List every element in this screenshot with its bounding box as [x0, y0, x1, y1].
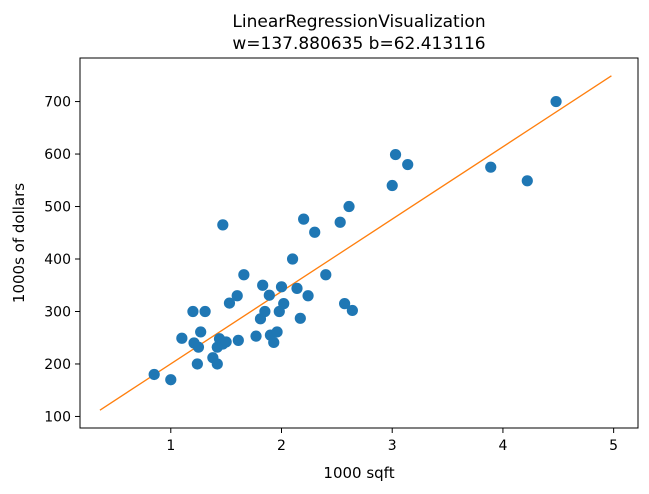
data-point	[275, 281, 288, 293]
data-point	[298, 213, 310, 225]
data-point	[302, 290, 314, 302]
data-point	[148, 368, 160, 381]
y-tick-label: 400	[44, 252, 71, 268]
data-point	[334, 216, 346, 228]
data-point	[278, 298, 290, 310]
data-point	[238, 269, 250, 281]
data-point	[294, 312, 306, 324]
x-tick-label: 3	[388, 438, 397, 454]
data-point	[191, 358, 203, 370]
ticks-layer: 1 2 3 4 5 100 200 300 400 500 600 700	[44, 95, 618, 454]
data-point	[257, 279, 269, 291]
y-axis-label: 1000s of dollars	[10, 183, 28, 303]
y-tick-label: 200	[44, 357, 71, 373]
x-tick-label: 5	[609, 438, 618, 454]
y-tick-label: 600	[44, 147, 71, 163]
regression-line	[99, 75, 612, 411]
data-point	[199, 305, 211, 318]
data-point	[402, 158, 414, 171]
data-point	[271, 326, 283, 338]
data-point	[343, 200, 355, 213]
data-point	[521, 175, 533, 187]
data-point	[232, 334, 244, 346]
data-point	[217, 219, 229, 231]
data-point	[389, 148, 402, 161]
x-axis-label: 1000 sqft	[323, 464, 394, 482]
data-point	[165, 374, 177, 386]
data-point	[231, 290, 243, 302]
data-point	[220, 336, 232, 348]
y-tick-label: 500	[44, 200, 71, 216]
data-point	[263, 289, 275, 301]
data-point	[268, 336, 280, 349]
y-tick-label: 700	[44, 95, 71, 111]
data-point	[386, 179, 398, 192]
data-point	[223, 297, 236, 309]
data-point	[195, 326, 207, 338]
y-tick-label: 300	[44, 304, 71, 320]
x-tick-label: 2	[277, 438, 286, 454]
marks-layer	[99, 75, 612, 411]
data-point	[339, 298, 351, 310]
x-tick-label: 1	[166, 438, 175, 454]
data-point	[259, 305, 271, 318]
data-point	[485, 161, 497, 173]
chart-title: LinearRegressionVisualization	[232, 12, 485, 32]
chart-subtitle: w=137.880635 b=62.413116	[232, 34, 485, 54]
data-point	[309, 226, 321, 238]
data-point	[250, 330, 262, 342]
y-tick-label: 100	[44, 409, 71, 425]
data-point	[192, 341, 205, 353]
data-point	[320, 269, 332, 281]
data-point	[187, 305, 199, 318]
data-point	[291, 282, 303, 294]
data-point	[346, 304, 358, 317]
data-point	[211, 358, 223, 370]
data-point	[176, 332, 188, 344]
data-point	[550, 95, 562, 108]
data-point	[286, 253, 299, 265]
x-tick-label: 4	[498, 438, 507, 454]
